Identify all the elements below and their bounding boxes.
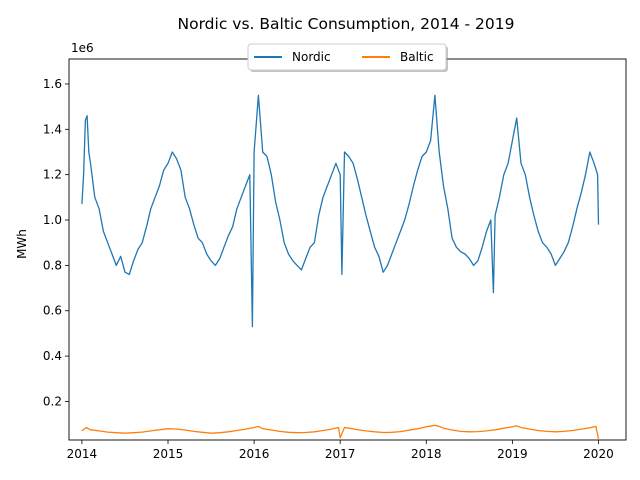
- chart-title: Nordic vs. Baltic Consumption, 2014 - 20…: [178, 15, 515, 33]
- legend-label-nordic: Nordic: [292, 50, 331, 64]
- y-tick-label: 1.2: [43, 168, 62, 182]
- x-tick-label: 2016: [239, 447, 270, 461]
- x-tick-label: 2019: [497, 447, 528, 461]
- x-tick-label: 2020: [583, 447, 614, 461]
- legend-box: [247, 43, 447, 71]
- y-tick-label: 0.2: [43, 394, 62, 408]
- y-offset-label: 1e6: [71, 41, 94, 55]
- series-line-nordic: [81, 94, 600, 328]
- y-axis-label: MWh: [15, 229, 29, 259]
- x-tick-label: 2014: [67, 447, 98, 461]
- x-tick-label: 2017: [325, 447, 356, 461]
- y-tick-label: 1.0: [43, 213, 62, 227]
- y-tick-label: 1.4: [43, 122, 62, 136]
- x-tick-label: 2018: [411, 447, 442, 461]
- x-tick-label: 2015: [153, 447, 184, 461]
- legend-label-baltic: Baltic: [400, 50, 434, 64]
- y-tick-label: 0.8: [43, 258, 62, 272]
- ticks-layer: 2014 2015 2016 2017 2018 2019 2020 0.2 0.4 0.6 0.8…: [43, 77, 614, 461]
- y-tick-label: 0.4: [43, 349, 62, 363]
- y-tick-label: 0.6: [43, 304, 62, 318]
- legend: Nordic Baltic: [247, 43, 448, 72]
- series-line-baltic: [81, 424, 600, 440]
- series-layer: [81, 94, 600, 440]
- y-tick-label: 1.6: [43, 77, 62, 91]
